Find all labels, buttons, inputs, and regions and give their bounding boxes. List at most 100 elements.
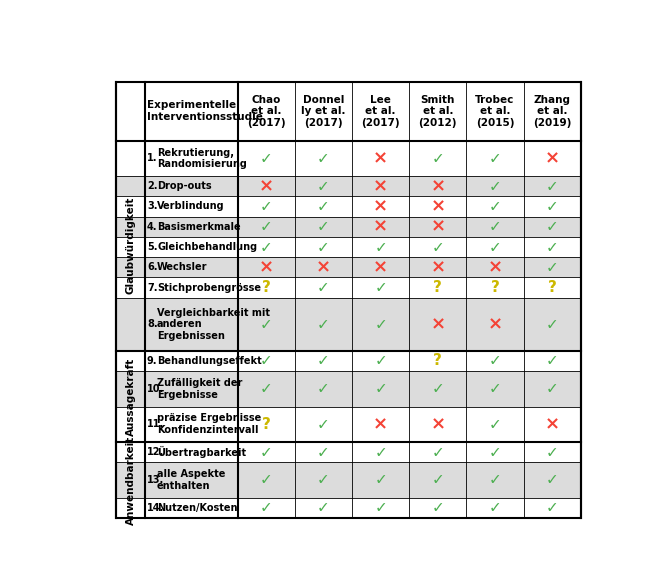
Text: Wechsler: Wechsler bbox=[157, 262, 207, 272]
Text: ✓: ✓ bbox=[432, 500, 445, 515]
Text: ✓: ✓ bbox=[317, 239, 330, 255]
Text: Trobec
et al.
(2015): Trobec et al. (2015) bbox=[475, 95, 515, 128]
Text: alle Aspekte
enthalten: alle Aspekte enthalten bbox=[157, 469, 226, 491]
Bar bbox=[116, 278, 581, 298]
Text: ✓: ✓ bbox=[317, 473, 330, 487]
Text: ×: × bbox=[373, 258, 388, 276]
Text: ×: × bbox=[430, 415, 445, 433]
Text: ?: ? bbox=[491, 280, 500, 295]
Text: 4.: 4. bbox=[147, 222, 157, 232]
Bar bbox=[116, 217, 581, 237]
Text: 14.: 14. bbox=[147, 503, 164, 513]
Text: ✓: ✓ bbox=[546, 353, 559, 369]
Text: ✓: ✓ bbox=[375, 280, 387, 295]
Text: ×: × bbox=[259, 258, 274, 276]
Text: Drop-outs: Drop-outs bbox=[157, 181, 212, 191]
Text: ✓: ✓ bbox=[489, 353, 502, 369]
Text: ✓: ✓ bbox=[260, 317, 273, 332]
Text: ✓: ✓ bbox=[375, 382, 387, 396]
Text: ×: × bbox=[487, 315, 503, 333]
Text: ✓: ✓ bbox=[546, 178, 559, 194]
Text: Rekrutierung,
Randomisierung: Rekrutierung, Randomisierung bbox=[157, 147, 247, 169]
Text: ✓: ✓ bbox=[489, 444, 502, 460]
Text: ×: × bbox=[316, 258, 331, 276]
Text: ✓: ✓ bbox=[375, 239, 387, 255]
Text: Donnel
ly et al.
(2017): Donnel ly et al. (2017) bbox=[301, 95, 346, 128]
Text: ×: × bbox=[259, 177, 274, 195]
Text: ✓: ✓ bbox=[260, 444, 273, 460]
Text: Stichprobengrösse: Stichprobengrösse bbox=[157, 282, 261, 292]
Text: ×: × bbox=[544, 149, 560, 167]
Text: Gleichbehandlung: Gleichbehandlung bbox=[157, 242, 257, 252]
Text: ✓: ✓ bbox=[489, 473, 502, 487]
Text: ×: × bbox=[430, 258, 445, 276]
Text: ×: × bbox=[430, 315, 445, 333]
Text: ✓: ✓ bbox=[432, 473, 445, 487]
Text: ×: × bbox=[544, 415, 560, 433]
Text: ×: × bbox=[373, 149, 388, 167]
Text: ×: × bbox=[373, 197, 388, 215]
Text: Basismerkmale: Basismerkmale bbox=[157, 222, 240, 232]
Text: ✓: ✓ bbox=[489, 382, 502, 396]
Text: ✓: ✓ bbox=[546, 199, 559, 214]
Bar bbox=[116, 298, 581, 351]
Text: ✓: ✓ bbox=[489, 199, 502, 214]
Text: ✓: ✓ bbox=[317, 444, 330, 460]
Text: 3.: 3. bbox=[147, 201, 157, 211]
Text: 13.: 13. bbox=[147, 475, 164, 485]
Text: ✓: ✓ bbox=[317, 353, 330, 369]
Text: ✓: ✓ bbox=[489, 500, 502, 515]
Bar bbox=[116, 371, 581, 407]
Text: ✓: ✓ bbox=[546, 473, 559, 487]
Text: ✓: ✓ bbox=[317, 280, 330, 295]
Text: Vergleichbarkeit mit
anderen
Ergebnissen: Vergleichbarkeit mit anderen Ergebnissen bbox=[157, 308, 270, 341]
Text: ?: ? bbox=[434, 353, 443, 369]
Text: ✓: ✓ bbox=[489, 417, 502, 431]
Text: 5.: 5. bbox=[147, 242, 157, 252]
Text: ×: × bbox=[373, 218, 388, 236]
Text: ✓: ✓ bbox=[317, 317, 330, 332]
Text: ✓: ✓ bbox=[260, 353, 273, 369]
Text: ✓: ✓ bbox=[432, 151, 445, 166]
Text: 1.: 1. bbox=[147, 153, 157, 163]
Text: Nutzen/Kosten: Nutzen/Kosten bbox=[157, 503, 238, 513]
Text: ✓: ✓ bbox=[317, 199, 330, 214]
Text: 2.: 2. bbox=[147, 181, 157, 191]
Text: ✓: ✓ bbox=[489, 151, 502, 166]
Text: ✓: ✓ bbox=[260, 199, 273, 214]
Bar bbox=[116, 351, 581, 371]
Bar bbox=[116, 141, 581, 176]
Text: ✓: ✓ bbox=[260, 500, 273, 515]
Text: ✓: ✓ bbox=[432, 239, 445, 255]
Bar bbox=[116, 498, 581, 518]
Text: ✓: ✓ bbox=[489, 178, 502, 194]
Text: ✓: ✓ bbox=[317, 151, 330, 166]
Text: ✓: ✓ bbox=[375, 444, 387, 460]
Text: 12.: 12. bbox=[147, 447, 164, 457]
Text: ?: ? bbox=[262, 280, 271, 295]
Text: Zufälligkeit der
Ergebnisse: Zufälligkeit der Ergebnisse bbox=[157, 378, 242, 400]
Text: Smith
et al.
(2012): Smith et al. (2012) bbox=[419, 95, 457, 128]
Text: Übertragbarkeit: Übertragbarkeit bbox=[157, 446, 246, 458]
Text: ✓: ✓ bbox=[260, 239, 273, 255]
Bar bbox=[116, 196, 581, 217]
Text: 11.: 11. bbox=[147, 419, 164, 429]
Text: ✓: ✓ bbox=[375, 500, 387, 515]
Text: ✓: ✓ bbox=[260, 473, 273, 487]
Text: 8.: 8. bbox=[147, 319, 157, 329]
Text: ?: ? bbox=[434, 280, 443, 295]
Text: Glaubwürdigkeit: Glaubwürdigkeit bbox=[126, 197, 135, 295]
Text: Behandlungseffekt: Behandlungseffekt bbox=[157, 356, 262, 366]
Text: 10.: 10. bbox=[147, 384, 164, 394]
Text: ✓: ✓ bbox=[260, 151, 273, 166]
Text: ✓: ✓ bbox=[546, 260, 559, 275]
Text: Anwendbarkeit: Anwendbarkeit bbox=[126, 436, 135, 525]
Text: Experimentelle
Interventionsstudie: Experimentelle Interventionsstudie bbox=[148, 100, 263, 122]
Text: präzise Ergebnisse
Konfidenzintervall: präzise Ergebnisse Konfidenzintervall bbox=[157, 413, 261, 435]
Text: ✓: ✓ bbox=[317, 219, 330, 234]
Text: ✓: ✓ bbox=[489, 239, 502, 255]
Text: ?: ? bbox=[262, 417, 271, 431]
Text: Chao
et al.
(2017): Chao et al. (2017) bbox=[247, 95, 286, 128]
Bar bbox=[116, 257, 581, 278]
Text: ✓: ✓ bbox=[317, 417, 330, 431]
